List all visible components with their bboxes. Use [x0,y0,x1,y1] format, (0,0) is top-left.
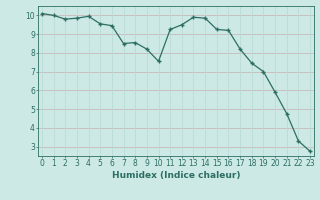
X-axis label: Humidex (Indice chaleur): Humidex (Indice chaleur) [112,171,240,180]
